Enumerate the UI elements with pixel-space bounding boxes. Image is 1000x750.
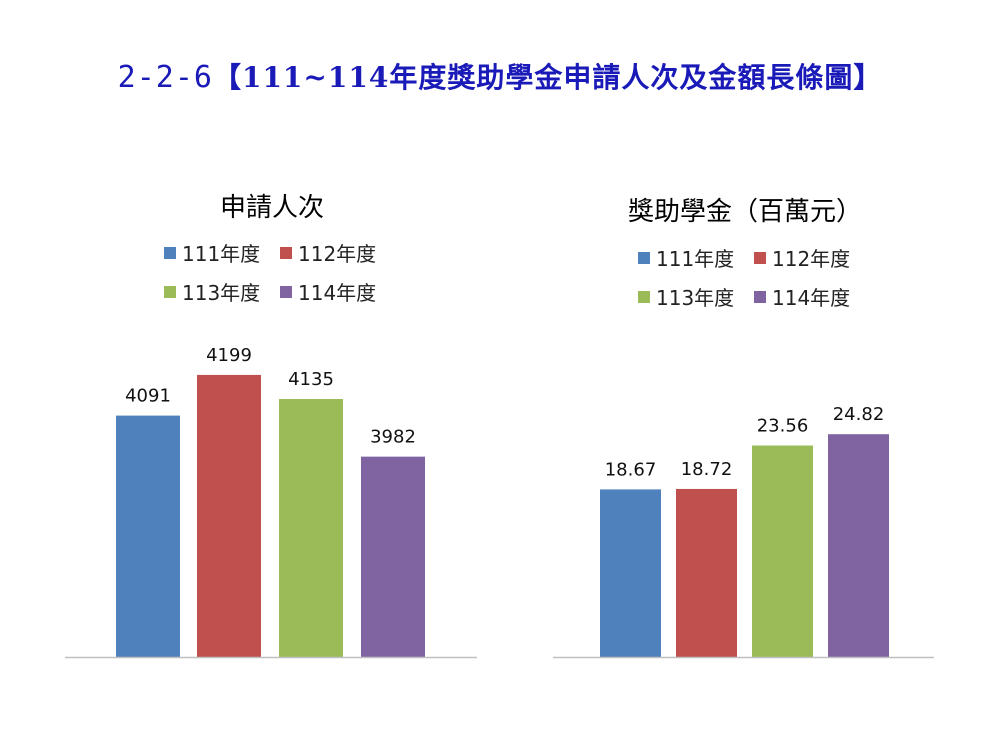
- legend-label-112: 112年度: [772, 247, 850, 271]
- bar-applicants-112: [197, 374, 261, 657]
- bar-label-amount-112: 18.72: [681, 459, 733, 480]
- chart-applicants-title: 申請人次: [220, 193, 324, 223]
- page-title: 2-2-6【111~114年度獎助學金申請人次及金額長條圖】: [0, 56, 1000, 96]
- bar-applicants-113: [279, 399, 343, 657]
- bar-label-applicants-111: 4091: [125, 386, 171, 407]
- bar-label-amount-111: 18.67: [605, 459, 657, 480]
- legend-swatch-113: [638, 291, 650, 303]
- page-title-text: 【111~114年度獎助學金申請人次及金額長條圖】: [212, 61, 883, 94]
- legend-label-113: 113年度: [656, 286, 734, 310]
- bar-amount-113: [752, 445, 813, 657]
- bar-applicants-111: [116, 415, 180, 657]
- legend-label-111: 111年度: [656, 247, 734, 271]
- chart-amount-title: 獎助學金（百萬元）: [628, 197, 862, 227]
- legend-swatch-111: [638, 252, 650, 264]
- legend-label-114: 114年度: [298, 281, 376, 305]
- legend-swatch-111: [164, 247, 176, 259]
- chart-amount-labels: 18.67 18.72 23.56 24.82: [605, 404, 885, 480]
- legend-swatch-114: [280, 286, 292, 298]
- bar-label-applicants-112: 4199: [206, 345, 252, 366]
- bar-label-amount-113: 23.56: [757, 416, 809, 437]
- legend-label-113: 113年度: [182, 281, 260, 305]
- legend-swatch-113: [164, 286, 176, 298]
- page-title-code: 2-2-6: [117, 60, 213, 95]
- legend-label-112: 112年度: [298, 242, 376, 266]
- bar-amount-111: [600, 489, 661, 657]
- chart-applicants-labels: 4091 4199 4135 3982: [125, 345, 416, 448]
- legend-label-114: 114年度: [772, 286, 850, 310]
- chart-applicants-legend: 111年度 112年度 113年度 114年度: [164, 242, 376, 305]
- chart-applicants-bars: [116, 374, 425, 657]
- bar-applicants-114: [361, 456, 425, 657]
- chart-amount: 獎助學金（百萬元） 111年度 112年度 113年度 114年度 18.67 …: [553, 197, 934, 659]
- bar-label-applicants-114: 3982: [370, 427, 416, 448]
- chart-applicants: 申請人次 111年度 112年度 113年度 114年度 4091 4199 4…: [65, 193, 477, 659]
- bar-label-applicants-113: 4135: [288, 369, 334, 390]
- legend-swatch-112: [754, 252, 766, 264]
- bar-amount-114: [828, 434, 889, 657]
- chart-amount-legend: 111年度 112年度 113年度 114年度: [638, 247, 850, 310]
- legend-label-111: 111年度: [182, 242, 260, 266]
- chart-amount-bars: [600, 434, 889, 657]
- bar-label-amount-114: 24.82: [833, 404, 885, 425]
- legend-swatch-112: [280, 247, 292, 259]
- bar-amount-112: [676, 488, 737, 657]
- legend-swatch-114: [754, 291, 766, 303]
